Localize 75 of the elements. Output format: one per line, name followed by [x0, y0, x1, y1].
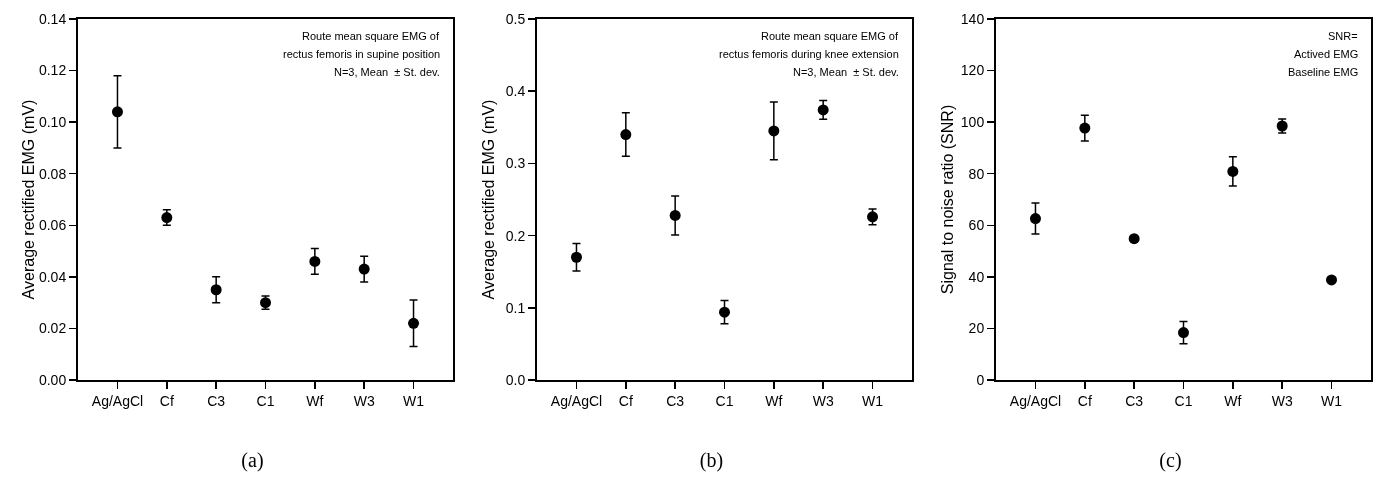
y-tick-label: 0.00 [38, 371, 67, 388]
point [1029, 213, 1041, 225]
point [1227, 165, 1239, 177]
point [768, 125, 780, 137]
annotation: N=3, Mean ± St. dev. [334, 66, 440, 78]
x-tick-label: C1 [256, 392, 275, 409]
text: (a) [241, 449, 264, 473]
annotation: Route mean square EMG of [302, 30, 440, 42]
y-tick-label: 0.0 [505, 371, 526, 388]
point [1178, 327, 1189, 339]
point [210, 284, 222, 296]
y-tick-label: 100 [960, 114, 985, 131]
x-tick-label: W1 [862, 392, 884, 409]
point [1079, 122, 1091, 134]
y-tick-label: 0.04 [38, 268, 67, 285]
point [408, 317, 420, 329]
point [1128, 233, 1140, 245]
x-tick-label: Cf [1077, 392, 1092, 409]
x-tick-label: Ag/AgCl [1009, 392, 1062, 409]
point [719, 306, 730, 318]
annotation: N=3, Mean ± St. dev. [793, 66, 899, 78]
y-tick-label: 0.5 [505, 10, 526, 27]
y-tick-label: 0.2 [505, 227, 526, 244]
annotation: Baseline EMG [1288, 66, 1359, 78]
y-tick-label: 0.10 [38, 114, 67, 131]
y-tick-label: 0.06 [38, 217, 67, 234]
y-tick-label: 0.14 [38, 10, 67, 27]
y-axis-title: Signal to noise ratio (SNR) [939, 104, 956, 295]
point [817, 104, 829, 116]
x-tick-label: C3 [666, 392, 685, 409]
y-tick-label: 80 [968, 165, 985, 182]
point [358, 263, 370, 275]
y-tick-label: 60 [968, 217, 985, 234]
y-tick-label: 0.08 [38, 165, 67, 182]
y-axis-title: Average rectified EMG (mV) [480, 99, 497, 300]
x-tick-label: C3 [1125, 392, 1144, 409]
y-tick-label: 120 [960, 62, 985, 79]
x-tick-label: Ag/AgCl [91, 392, 144, 409]
point [620, 129, 632, 141]
point [1326, 274, 1338, 286]
x-tick-label: W3 [812, 392, 834, 409]
y-tick-label: 40 [968, 268, 985, 285]
y-tick-label: 0.02 [38, 320, 67, 337]
point [111, 106, 123, 118]
x-tick-label: W1 [403, 392, 425, 409]
x-tick-label: Wf [306, 392, 324, 409]
y-tick-label: 0.12 [38, 62, 67, 79]
point [669, 209, 681, 221]
y-tick-label: 0.1 [505, 299, 526, 316]
point [570, 251, 582, 263]
y-tick-label: 0 [976, 371, 985, 388]
x-tick-label: Wf [1224, 392, 1242, 409]
x-tick-label: W3 [353, 392, 375, 409]
y-tick-label: 0.4 [505, 83, 526, 100]
y-tick-label: 20 [968, 320, 985, 337]
text: (b) [699, 449, 724, 473]
annotation: SNR= [1328, 30, 1358, 42]
x-tick-label: Wf [765, 392, 783, 409]
annotation: Actived EMG [1294, 48, 1359, 60]
y-tick-label: 0.3 [505, 155, 526, 172]
annotation: rectus femoris during knee extension [719, 48, 899, 60]
y-axis-title: Average rectified EMG (mV) [19, 99, 37, 300]
x-tick-label: C1 [1174, 392, 1193, 409]
y-tick-label: 140 [960, 10, 985, 27]
x-tick-label: Cf [618, 392, 633, 409]
x-tick-label: W3 [1271, 392, 1293, 409]
x-tick-label: Ag/AgCl [550, 392, 603, 409]
x-tick-label: C1 [715, 392, 734, 409]
x-tick-label: C3 [207, 392, 226, 409]
point [309, 255, 321, 267]
annotation: Route mean square EMG of [761, 30, 899, 42]
x-tick-label: W1 [1321, 392, 1343, 409]
x-tick-label: Cf [159, 392, 174, 409]
text: (c) [1159, 449, 1182, 473]
annotation: rectus femoris in supine position [283, 48, 441, 60]
